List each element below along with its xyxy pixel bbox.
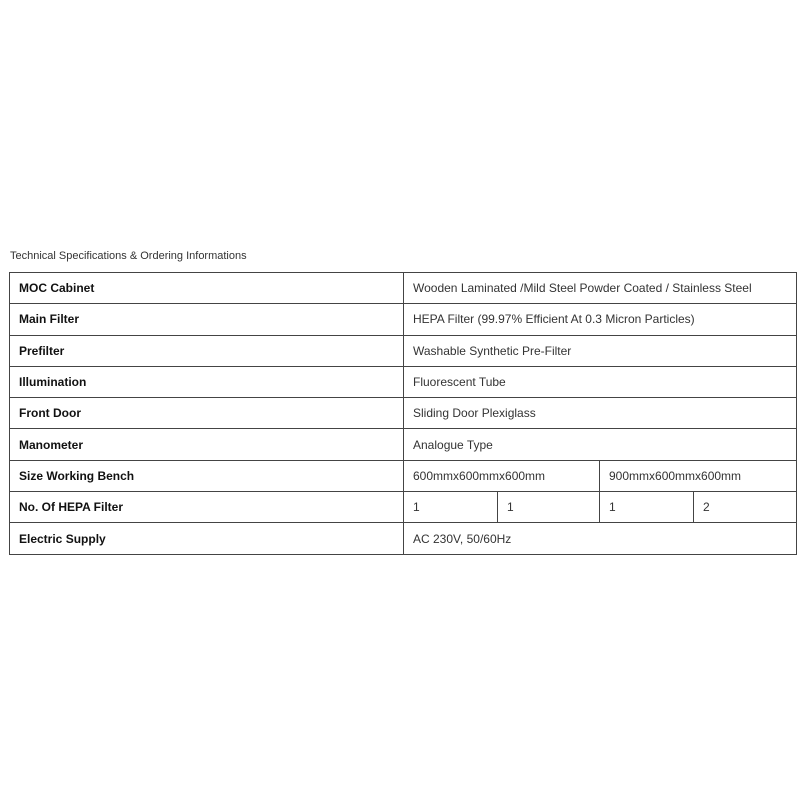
row-value: Fluorescent Tube [402,365,798,399]
row-label: Front Door [9,397,404,430]
row-value: Sliding Door Plexiglass [402,397,798,430]
row-value: Analogue Type [402,428,798,461]
table-row: Prefilter Washable Synthetic Pre-Filter [9,334,798,367]
row-label: Manometer [9,428,404,461]
table-row: Electric Supply AC 230V, 50/60Hz [9,522,798,555]
row-value: 1 [599,491,694,524]
row-value: AC 230V, 50/60Hz [402,522,798,555]
row-value: 1 [403,491,498,524]
table-caption: Technical Specifications & Ordering Info… [10,250,247,262]
row-value: 1 [497,491,600,524]
row-label: Prefilter [9,334,404,367]
table-row: Front Door Sliding Door Plexiglass [9,397,798,430]
table-row: No. Of HEPA Filter 1 1 1 2 [9,491,798,524]
row-value: 900mmx600mmx600mm [598,459,798,493]
table-row: Main Filter HEPA Filter (99.97% Efficien… [9,303,798,336]
row-value: 2 [692,491,798,524]
table-row: Illumination Fluorescent Tube [9,365,798,399]
row-label: No. Of HEPA Filter [9,491,404,524]
row-value: Washable Synthetic Pre-Filter [402,334,798,367]
row-label: MOC Cabinet [9,271,404,305]
table-row: Manometer Analogue Type [9,428,798,461]
row-value: HEPA Filter (99.97% Efficient At 0.3 Mic… [402,303,798,336]
row-label: Size Working Bench [9,459,404,493]
table-row: MOC Cabinet Wooden Laminated /Mild Steel… [9,271,798,305]
specifications-table: MOC Cabinet Wooden Laminated /Mild Steel… [9,271,798,555]
table-row: Size Working Bench 600mmx600mmx600mm 900… [9,459,798,493]
row-value: Wooden Laminated /Mild Steel Powder Coat… [402,271,798,305]
row-label: Main Filter [9,303,404,336]
row-label: Illumination [9,365,404,399]
row-label: Electric Supply [9,522,404,555]
row-value: 600mmx600mmx600mm [403,459,600,493]
